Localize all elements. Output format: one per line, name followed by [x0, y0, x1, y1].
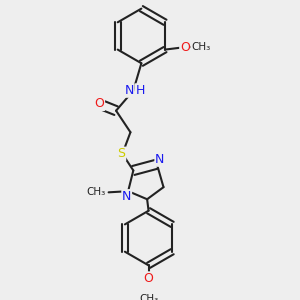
- Text: N: N: [122, 190, 131, 203]
- Text: N: N: [155, 153, 164, 166]
- Text: O: O: [180, 41, 190, 54]
- Text: H: H: [135, 84, 145, 97]
- Text: N: N: [124, 84, 134, 97]
- Text: CH₃: CH₃: [86, 187, 106, 197]
- Text: S: S: [118, 147, 125, 160]
- Text: O: O: [94, 97, 104, 110]
- Text: CH₃: CH₃: [139, 294, 158, 300]
- Text: O: O: [144, 272, 154, 285]
- Text: CH₃: CH₃: [191, 42, 211, 52]
